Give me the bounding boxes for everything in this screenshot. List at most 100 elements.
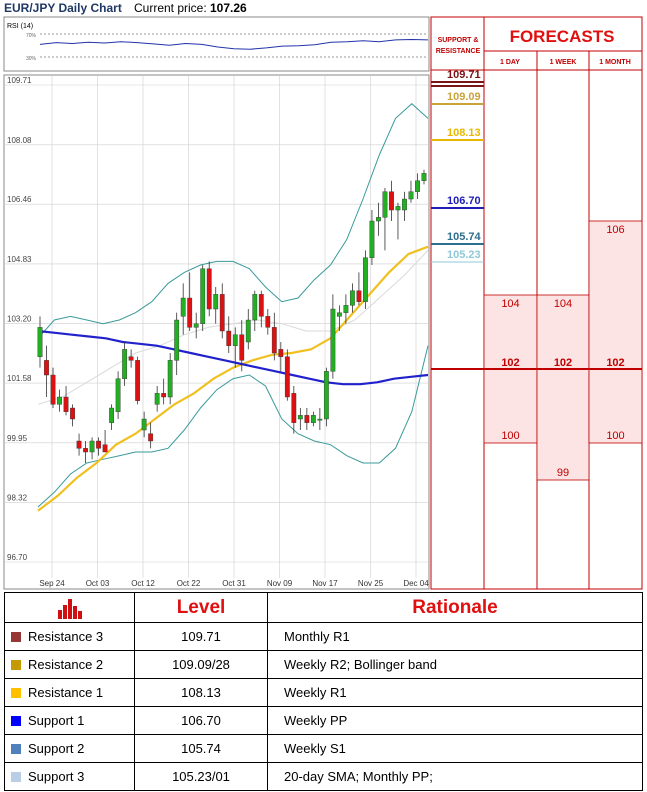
row-value: 105.23/01 (134, 762, 268, 791)
x-tick-label: Nov 25 (358, 579, 384, 588)
candle-body (200, 268, 206, 324)
candle-body (421, 173, 427, 181)
plot-area (3, 74, 430, 590)
row-rationale: Weekly S1 (267, 734, 643, 763)
table-row: Resistance 3 109.71 Monthly R1 (4, 622, 643, 651)
sr-level-value: 105.74 (447, 231, 482, 243)
price-value: 107.26 (210, 1, 247, 15)
col-header-1day: 1 DAY (500, 59, 520, 66)
candle-body (148, 433, 154, 442)
candle-body (174, 319, 180, 361)
candle-body (122, 349, 128, 379)
candle-body (193, 323, 199, 328)
rsi-series-line (39, 38, 429, 50)
candle-body (96, 440, 101, 449)
candle-body (343, 305, 349, 313)
y-tick-label: 109.71 (7, 76, 32, 85)
candle-body (395, 206, 401, 211)
table-row: Resistance 1 108.13 Weekly R1 (4, 678, 643, 707)
row-rationale: Monthly R1 (267, 622, 643, 651)
candle-body (245, 319, 251, 343)
forecast-range-box (588, 220, 643, 444)
candle-body (239, 334, 245, 361)
resistance3-swatch (11, 632, 21, 642)
forecast-high-label: 106 (606, 224, 624, 236)
candle-body (167, 360, 173, 398)
sr-header-line1: SUPPORT & (438, 37, 479, 44)
x-tick-label: Oct 31 (222, 579, 246, 588)
candle-body (310, 415, 316, 423)
x-tick-label: Nov 09 (267, 579, 293, 588)
row-name: Resistance 1 (28, 685, 104, 700)
indicator-overlays (37, 103, 429, 512)
candle-body (291, 393, 297, 423)
support3-swatch (11, 772, 21, 782)
support1-swatch (11, 716, 21, 726)
candle-body (330, 308, 336, 372)
sr-level-value: 109.09 (447, 91, 481, 103)
candle-body (219, 294, 225, 332)
sr-level-value: 105.23 (447, 249, 481, 261)
levels-table-header: Level Rationale (4, 592, 643, 623)
y-axis-ticks: 109.71 108.08 106.46 104.83 103.20 101.58 99.9… (7, 76, 32, 562)
candle-body (44, 360, 49, 376)
row-name: Support 1 (28, 713, 85, 728)
rationale-header: Rationale (267, 592, 643, 623)
support2-swatch (11, 744, 21, 754)
candle-body (271, 327, 277, 354)
forecast-low-label: 100 (501, 430, 519, 442)
candle-body (50, 374, 56, 405)
level-header: Level (134, 592, 268, 623)
candle-body (141, 418, 147, 431)
eurjpy-chart: EUR/JPY Daily Chart Current price: 107.2… (3, 1, 643, 590)
candle-body (63, 396, 69, 412)
price-label: Current price: (134, 1, 207, 15)
candle-body (180, 297, 186, 317)
candle-body (128, 356, 134, 361)
row-name: Resistance 3 (28, 629, 104, 644)
table-row: Support 3 105.23/01 20-day SMA; Monthly … (4, 762, 643, 791)
y-tick-label: 106.46 (7, 195, 32, 204)
y-tick-label: 101.58 (7, 374, 32, 383)
candle-body (135, 360, 141, 401)
candle-body (187, 297, 193, 328)
forecast-avg-label: 102 (501, 357, 519, 369)
row-name: Support 2 (28, 741, 85, 756)
row-rationale: Weekly R1 (267, 678, 643, 707)
y-tick-label: 108.08 (7, 136, 32, 145)
candle-body (154, 393, 160, 405)
candle-body (89, 440, 95, 453)
table-icon-cell (4, 592, 135, 623)
forecast-range-box (536, 294, 590, 481)
sr-level-value: 106.70 (447, 195, 481, 207)
x-axis-ticks: Sep 24 Oct 03 Oct 12 Oct 22 Oct 31 Nov 09 Nov … (39, 579, 429, 588)
candle-body (102, 444, 108, 453)
candle-body (213, 294, 219, 310)
candle-body (265, 316, 271, 328)
rsi-panel (3, 16, 430, 72)
candle-body (76, 440, 82, 449)
x-tick-label: Oct 22 (177, 579, 201, 588)
bollinger-mid-line (37, 250, 429, 405)
candle-body (83, 448, 88, 453)
row-name: Resistance 2 (28, 657, 104, 672)
candle-body (252, 294, 258, 321)
candle-body (232, 334, 238, 346)
bar-chart-icon (57, 598, 82, 619)
forecast-low-label: 100 (606, 430, 624, 442)
candle-body (350, 290, 355, 306)
resistance2-swatch (11, 660, 21, 670)
row-value: 105.74 (134, 734, 268, 763)
candle-body (402, 198, 407, 211)
candle-body (376, 217, 381, 222)
x-tick-label: Nov 17 (312, 579, 338, 588)
col-header-1week: 1 WEEK (550, 59, 577, 66)
candle-body (363, 257, 368, 302)
candle-body (37, 327, 43, 357)
forecasts-title: FORECASTS (510, 27, 615, 46)
table-row: Support 2 105.74 Weekly S1 (4, 734, 643, 763)
candle-body (317, 418, 323, 421)
row-value: 109.71 (134, 622, 268, 651)
candle-body (408, 191, 414, 200)
forecast-bars: 104 102 100 104 102 99 106 102 100 (431, 220, 643, 481)
